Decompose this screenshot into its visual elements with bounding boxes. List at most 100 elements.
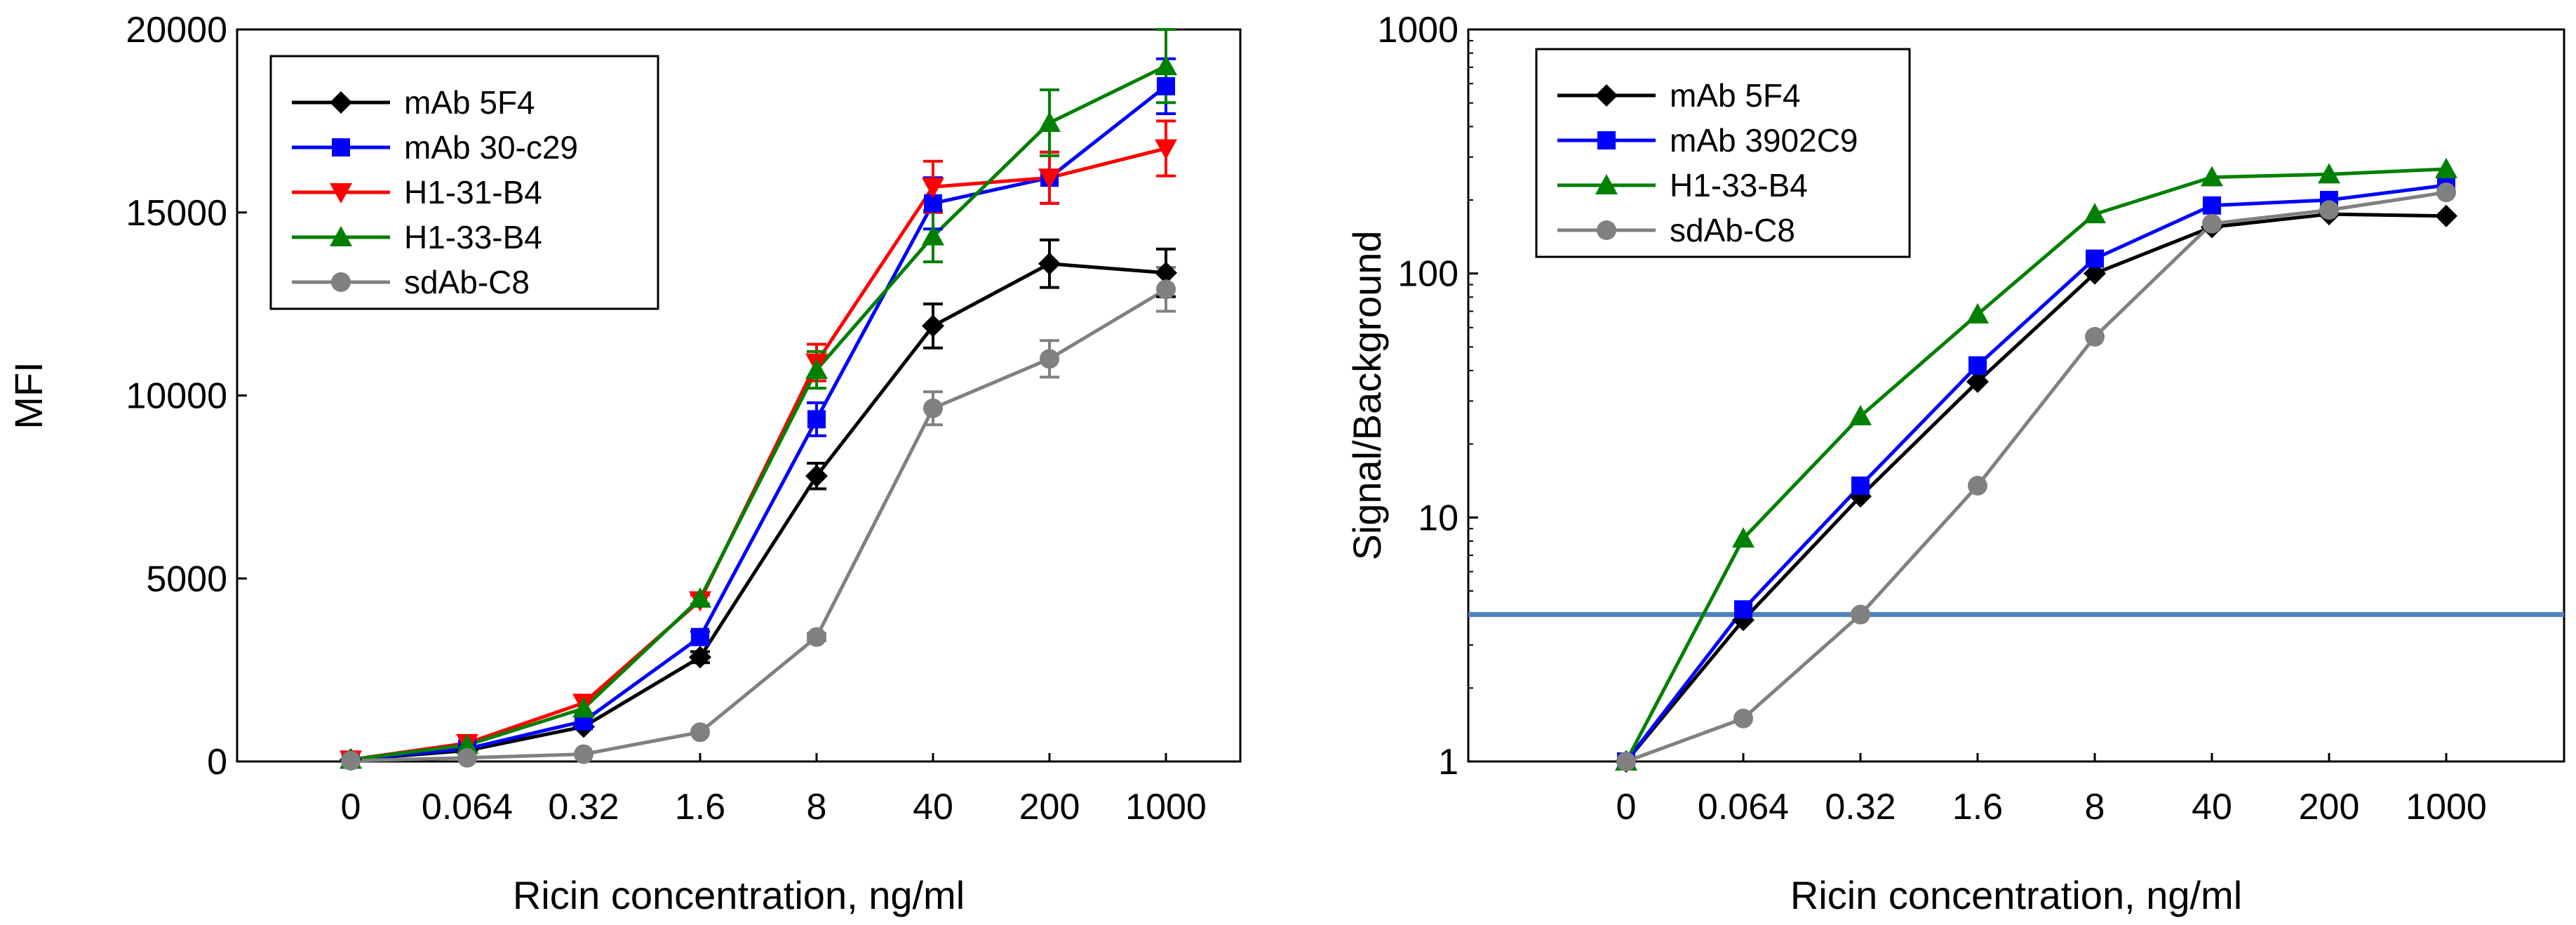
series-line-h1-33-b4	[1624, 167, 2447, 763]
legend-marker-sdab-c8	[1597, 220, 1616, 240]
data-point-sdab-c8	[1156, 279, 1176, 300]
series-line-mab-5f4	[1625, 212, 2447, 763]
x-tick-label: 1000	[2406, 787, 2487, 827]
data-point-mab-5f4	[2435, 204, 2457, 227]
data-point-sdab-c8	[341, 750, 361, 771]
data-point-mab-3902c9	[1968, 356, 1987, 375]
x-tick-label: 200	[1019, 787, 1080, 827]
legend-marker-mab-5f4	[330, 91, 352, 114]
data-point-mab-30-c29	[807, 410, 826, 429]
legend-marker-h1-33-b4	[330, 226, 352, 246]
y-tick-label: 10	[1418, 498, 1458, 538]
data-point-h1-33-b4	[2201, 166, 2223, 187]
chart-mfi: 0 5000 10000 15000 20000 0 0.064 0.32 1.6 8 40 200 1…	[6, 10, 1242, 917]
data-point-mab-5f4	[689, 646, 711, 669]
data-point-sdab-c8	[1851, 604, 1870, 625]
legend-label: mAb 5F4	[1670, 77, 1801, 114]
data-point-h1-33-b4	[456, 733, 478, 754]
legend-box	[1535, 48, 1911, 258]
data-point-h1-33-b4	[1038, 111, 1061, 132]
y-axis-label: MFI	[6, 361, 51, 429]
data-point-h1-33-b4	[805, 358, 828, 379]
x-tick-label: 0	[341, 787, 361, 827]
x-tick-label: 0.064	[422, 787, 513, 827]
y-tick-label: 5000	[146, 559, 227, 599]
series-line-h1-33-b4	[350, 64, 1167, 761]
data-point-sdab-c8	[574, 744, 593, 764]
data-point-h1-33-b4	[2318, 163, 2340, 184]
data-point-sdab-c8	[2085, 326, 2105, 347]
y-tick-label: 1	[1438, 742, 1458, 783]
data-point-sdab-c8	[807, 627, 826, 647]
legend-label: mAb 30-c29	[404, 129, 578, 166]
data-point-sdab-c8	[1733, 708, 1753, 728]
data-point-sdab-c8	[2436, 182, 2456, 203]
data-point-h1-31-b4	[922, 178, 944, 199]
x-tick-label: 1000	[1125, 787, 1207, 827]
x-tick-label: 40	[913, 787, 953, 827]
data-point-mab-5f4	[1966, 370, 1989, 393]
data-point-mab-3902c9	[2086, 249, 2104, 268]
data-point-mab-5f4	[922, 314, 944, 338]
data-point-sdab-c8	[690, 722, 710, 743]
data-point-h1-33-b4	[1155, 55, 1177, 76]
y-tick-label: 100	[1397, 254, 1458, 295]
data-point-h1-33-b4	[572, 697, 595, 718]
legend-label: sdAb-C8	[1670, 212, 1795, 248]
data-point-mab-3902c9	[2203, 196, 2221, 215]
data-point-sdab-c8	[1040, 349, 1059, 369]
x-tick-label: 40	[2192, 787, 2232, 827]
legend-label: H1-31-B4	[404, 174, 542, 211]
x-tick-label: 8	[2085, 787, 2105, 827]
legend-marker-h1-33-b4	[1595, 174, 1618, 194]
x-tick-label: 8	[807, 787, 827, 827]
plot-frame	[1467, 28, 2565, 763]
data-point-sdab-c8	[457, 747, 477, 768]
x-axis-label: Ricin concentration, ng/ml	[1790, 873, 2242, 917]
legend-label: H1-33-B4	[1670, 167, 1808, 204]
data-point-mab-5f4	[2084, 262, 2106, 285]
x-tick-label: 0.32	[548, 787, 619, 827]
series-line-mab-30-c29	[350, 84, 1167, 761]
data-point-sdab-c8	[923, 398, 943, 418]
data-point-sdab-c8	[1616, 752, 1636, 771]
chart-signal-background: 1 10 100 1000 0 0.064 0.32 1.6 8 40 200 1000 Ricin c…	[1345, 10, 2565, 917]
legend-marker-mab-5f4	[1595, 84, 1618, 107]
data-point-sdab-c8	[1968, 476, 1987, 496]
legend-label: mAb 5F4	[404, 84, 535, 121]
series-line-sdab-c8	[350, 288, 1167, 763]
legend-label: H1-33-B4	[404, 219, 542, 255]
legend-label: sdAb-C8	[404, 264, 530, 300]
series-line-mab-3902c9	[1625, 183, 2447, 763]
x-tick-label: 0.32	[1825, 787, 1896, 827]
y-tick-label: 1000	[1377, 10, 1458, 51]
x-tick-label: 200	[2299, 787, 2360, 827]
data-point-sdab-c8	[2319, 200, 2339, 220]
y-tick-label: 20000	[126, 10, 227, 51]
data-point-h1-31-b4	[1038, 168, 1061, 189]
legend-marker-sdab-c8	[331, 272, 351, 292]
x-tick-label: 1.6	[675, 787, 725, 827]
x-tick-label: 0.064	[1698, 787, 1789, 827]
data-point-mab-30-c29	[1157, 76, 1175, 95]
series-line-sdab-c8	[1625, 190, 2447, 764]
y-tick-label: 10000	[126, 376, 227, 417]
series-line-mab-5f4	[350, 262, 1167, 761]
legend-marker-h1-31-b4	[330, 183, 352, 204]
legend-label: mAb 3902C9	[1670, 122, 1858, 159]
data-point-h1-33-b4	[2084, 203, 2106, 224]
data-point-mab-5f4	[1155, 261, 1177, 284]
data-point-h1-33-b4	[922, 225, 944, 246]
legend-marker-mab-3902c9	[1597, 131, 1616, 149]
x-tick-label: 0	[1616, 787, 1637, 827]
y-axis-label: Signal/Background	[1345, 230, 1389, 560]
data-point-sdab-c8	[2202, 213, 2222, 234]
x-axis-label: Ricin concentration, ng/ml	[513, 873, 965, 917]
data-point-h1-31-b4	[1155, 139, 1177, 160]
legend-marker-mab-30-c29	[332, 138, 350, 157]
legend: mAb 5F4 mAb 3902C9 H1-33-B4 sdAb-C8	[1535, 48, 1911, 258]
data-point-h1-33-b4	[1849, 405, 1872, 426]
data-point-mab-3902c9	[1851, 477, 1870, 495]
data-point-mab-30-c29	[691, 627, 709, 646]
